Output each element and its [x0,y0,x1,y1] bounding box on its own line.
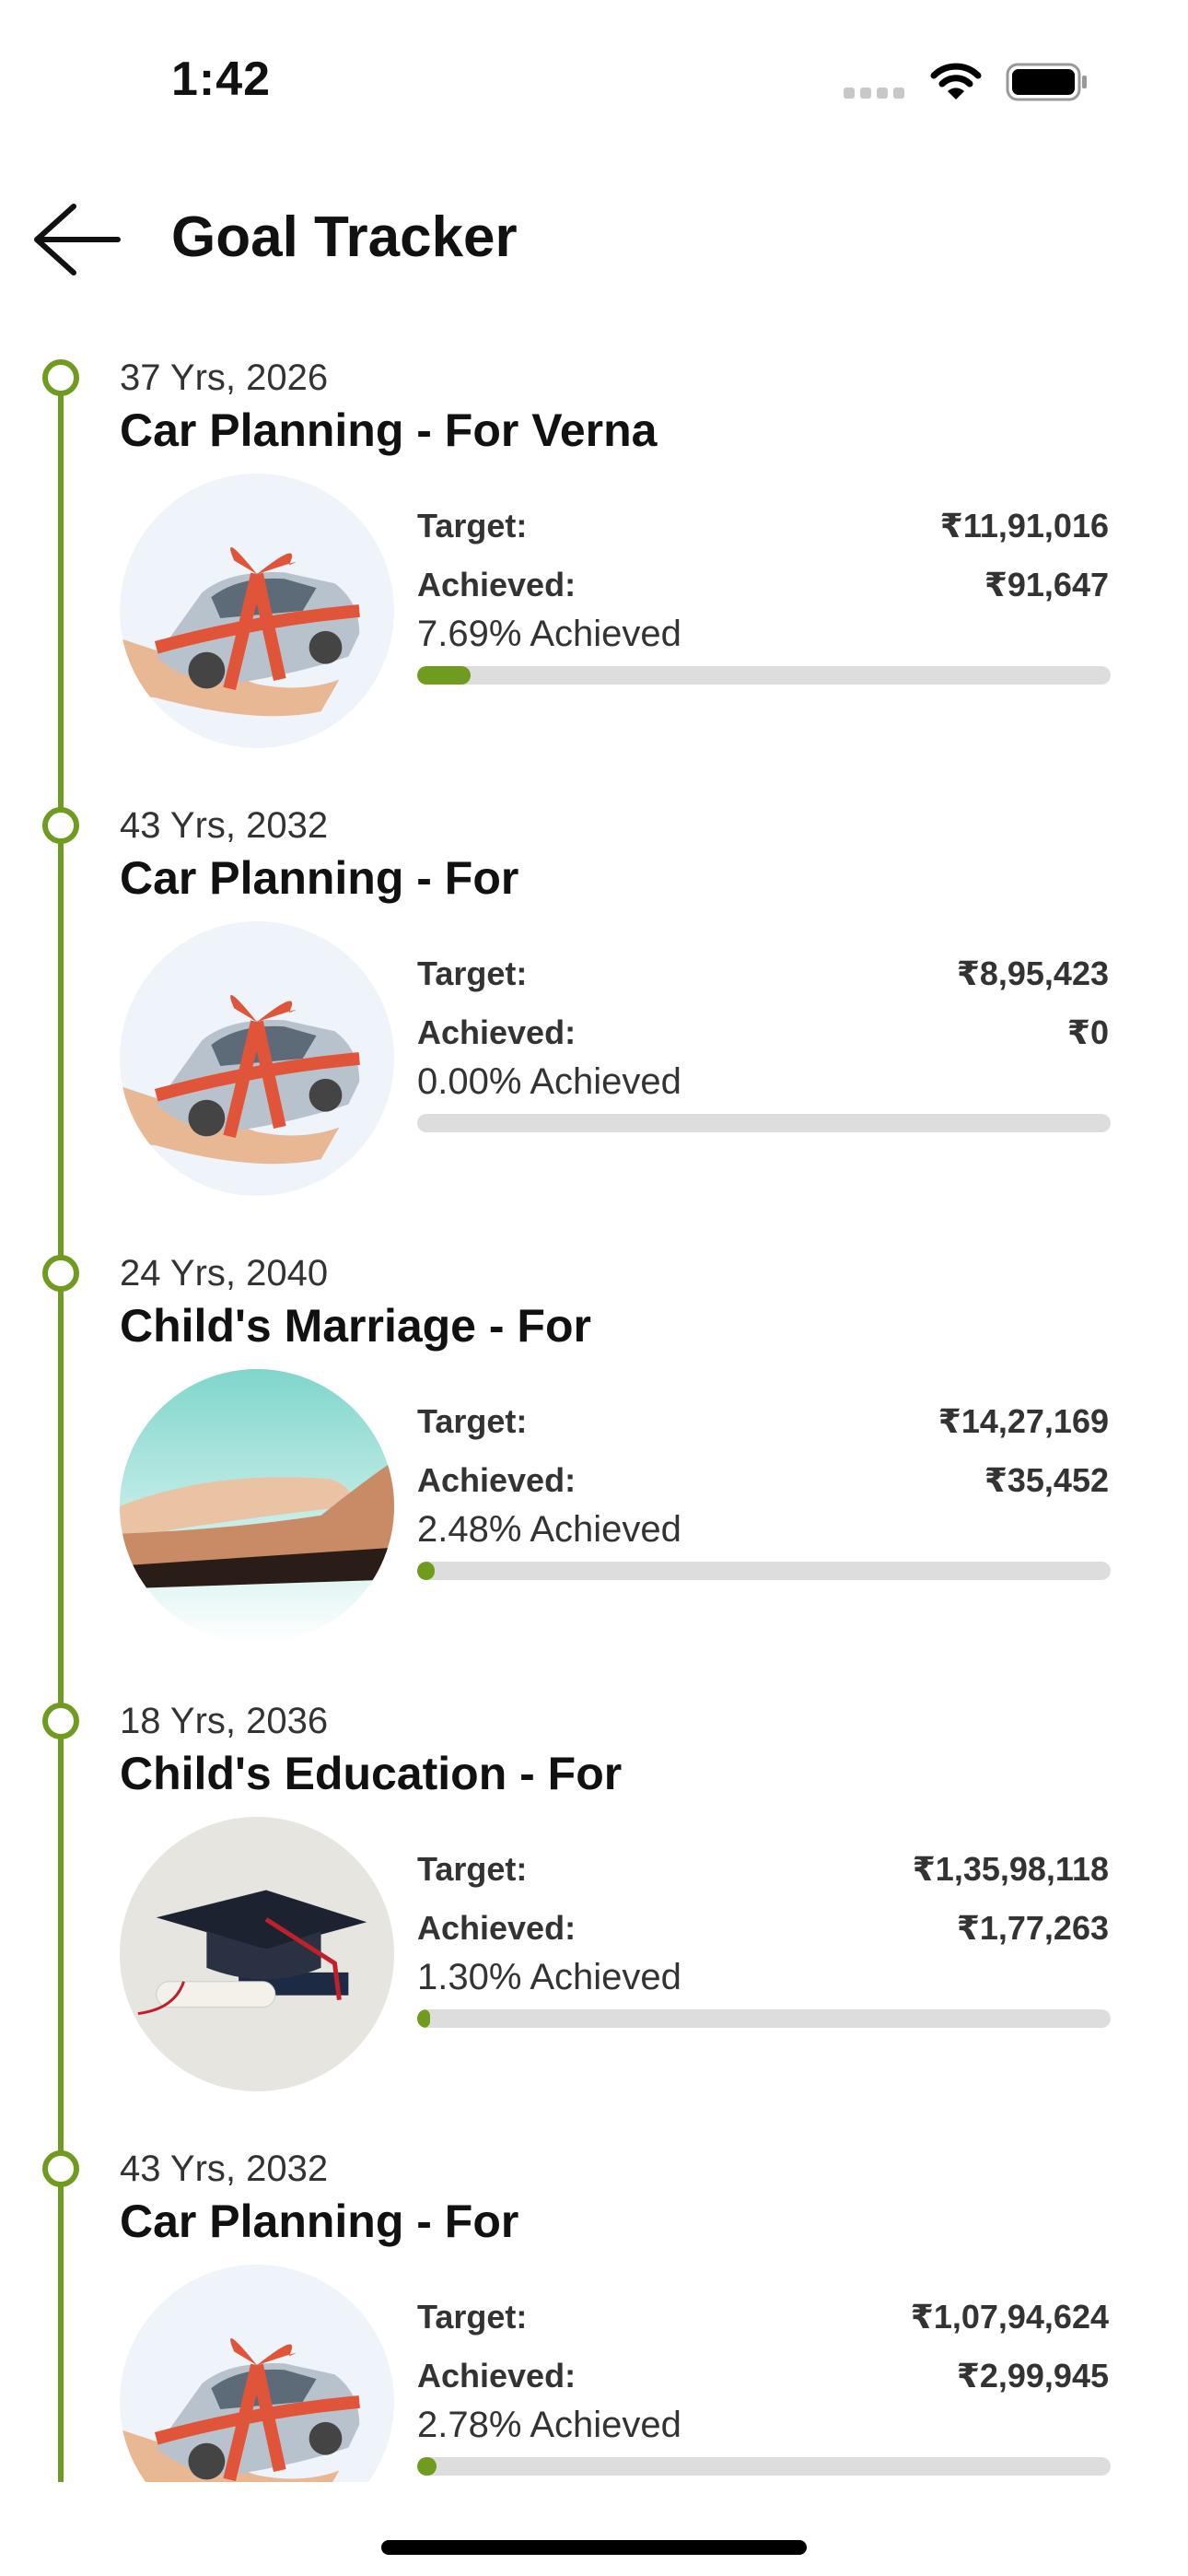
percent-achieved: 2.78% Achieved [417,2405,681,2445]
target-label: Target: [417,1402,528,1440]
arrow-left-icon [34,204,121,275]
goal-item[interactable]: 24 Yrs, 2040 Child's Marriage - For Targ… [0,1253,1188,1721]
achieved-label: Achieved: [417,2357,577,2395]
progress-bar [417,2457,1111,2476]
goal-title: Car Planning - For [120,852,519,904]
percent-achieved: 7.69% Achieved [417,614,681,654]
goal-item[interactable]: 18 Yrs, 2036 Child's Education - For Tar… [0,1701,1188,2169]
target-label: Target: [417,954,528,992]
timeline-dot [42,1255,79,1292]
timeline-line [58,378,64,2482]
timeline-dot [42,1703,79,1739]
cellular-signal-icon [844,88,904,99]
achieved-value: ₹2,99,945 [956,2357,1109,2395]
goal-item[interactable]: 43 Yrs, 2032 Car Planning - For Target: … [0,2149,1188,2482]
progress-bar [417,666,1111,685]
back-button[interactable] [29,203,122,276]
wifi-icon [930,63,982,100]
achieved-label: Achieved: [417,1909,577,1947]
goal-list[interactable]: 37 Yrs, 2026 Car Planning - For Verna Ta… [0,0,1188,2482]
achieved-value: ₹0 [1066,1013,1109,1051]
goal-age-year: 43 Yrs, 2032 [120,805,329,846]
target-value: ₹1,07,94,624 [910,2298,1109,2336]
page-title: Goal Tracker [171,205,518,269]
target-label: Target: [417,1850,528,1888]
goal-image-car [120,921,394,1196]
progress-fill [417,666,471,685]
goal-item[interactable]: 37 Yrs, 2026 Car Planning - For Verna Ta… [0,357,1188,825]
achieved-label: Achieved: [417,566,577,603]
target-label: Target: [417,507,528,544]
goal-age-year: 24 Yrs, 2040 [120,1253,329,1294]
achieved-value: ₹35,452 [984,1461,1109,1499]
goal-age-year: 37 Yrs, 2026 [120,357,329,398]
goal-title: Car Planning - For Verna [120,404,658,456]
goal-age-year: 18 Yrs, 2036 [120,1701,329,1741]
percent-achieved: 0.00% Achieved [417,1061,681,1102]
progress-bar [417,1114,1111,1132]
timeline-dot [42,359,79,396]
timeline-dot [42,2150,79,2187]
goal-age-year: 43 Yrs, 2032 [120,2149,329,2189]
battery-icon [1006,63,1087,101]
goal-image-graduation [120,1817,394,2091]
goal-image-car [120,2265,394,2482]
goal-item[interactable]: 43 Yrs, 2032 Car Planning - For Target: … [0,805,1188,1273]
target-value: ₹11,91,016 [939,507,1109,544]
percent-achieved: 2.48% Achieved [417,1509,681,1550]
progress-fill [417,2457,437,2476]
target-label: Target: [417,2298,528,2336]
progress-bar [417,2009,1111,2028]
achieved-value: ₹91,647 [984,566,1109,603]
target-value: ₹8,95,423 [956,954,1109,992]
progress-fill [417,2009,430,2028]
achieved-label: Achieved: [417,1013,577,1051]
goal-title: Child's Education - For [120,1748,623,1799]
target-value: ₹14,27,169 [938,1402,1109,1440]
goal-title: Child's Marriage - For [120,1300,591,1352]
home-indicator[interactable] [381,2540,807,2555]
goal-image-hands [120,1369,394,1644]
progress-bar [417,1562,1111,1580]
goal-title: Car Planning - For [120,2195,519,2247]
goal-image-car [120,474,394,748]
achieved-value: ₹1,77,263 [956,1909,1109,1947]
timeline-dot [42,807,79,844]
target-value: ₹1,35,98,118 [912,1850,1109,1888]
achieved-label: Achieved: [417,1461,577,1499]
percent-achieved: 1.30% Achieved [417,1957,681,1997]
status-time: 1:42 [171,53,272,106]
progress-fill [417,1562,435,1580]
